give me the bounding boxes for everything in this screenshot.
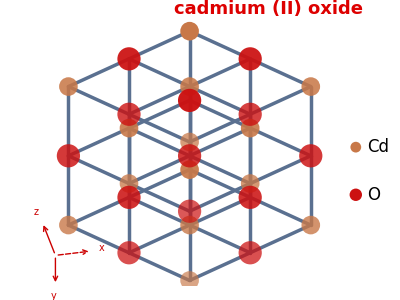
Point <box>247 181 253 186</box>
Point <box>186 98 193 103</box>
Point <box>186 140 193 144</box>
Point <box>65 223 72 227</box>
Point <box>247 126 253 130</box>
Point <box>352 192 359 197</box>
Text: cadmium (II) oxide: cadmium (II) oxide <box>174 0 363 18</box>
Point <box>247 250 253 255</box>
Point <box>308 153 314 158</box>
Point <box>308 223 314 227</box>
Text: z: z <box>34 207 39 217</box>
Point <box>126 126 132 130</box>
Point <box>247 56 253 61</box>
Point <box>126 56 132 61</box>
Point <box>247 112 253 117</box>
Point <box>65 84 72 89</box>
Text: y: y <box>51 291 56 300</box>
Point <box>186 84 193 89</box>
Point <box>126 112 132 117</box>
Point <box>186 153 193 158</box>
Point <box>126 181 132 186</box>
Text: Cd: Cd <box>367 138 389 156</box>
Point <box>308 84 314 89</box>
Point <box>186 209 193 214</box>
Text: O: O <box>367 186 380 204</box>
Point <box>186 223 193 227</box>
Text: x: x <box>98 243 104 254</box>
Point <box>186 167 193 172</box>
Point <box>247 195 253 200</box>
Point <box>186 29 193 34</box>
Point <box>126 195 132 200</box>
Point <box>186 278 193 283</box>
Point <box>352 145 359 150</box>
Point <box>65 153 72 158</box>
Point <box>126 250 132 255</box>
